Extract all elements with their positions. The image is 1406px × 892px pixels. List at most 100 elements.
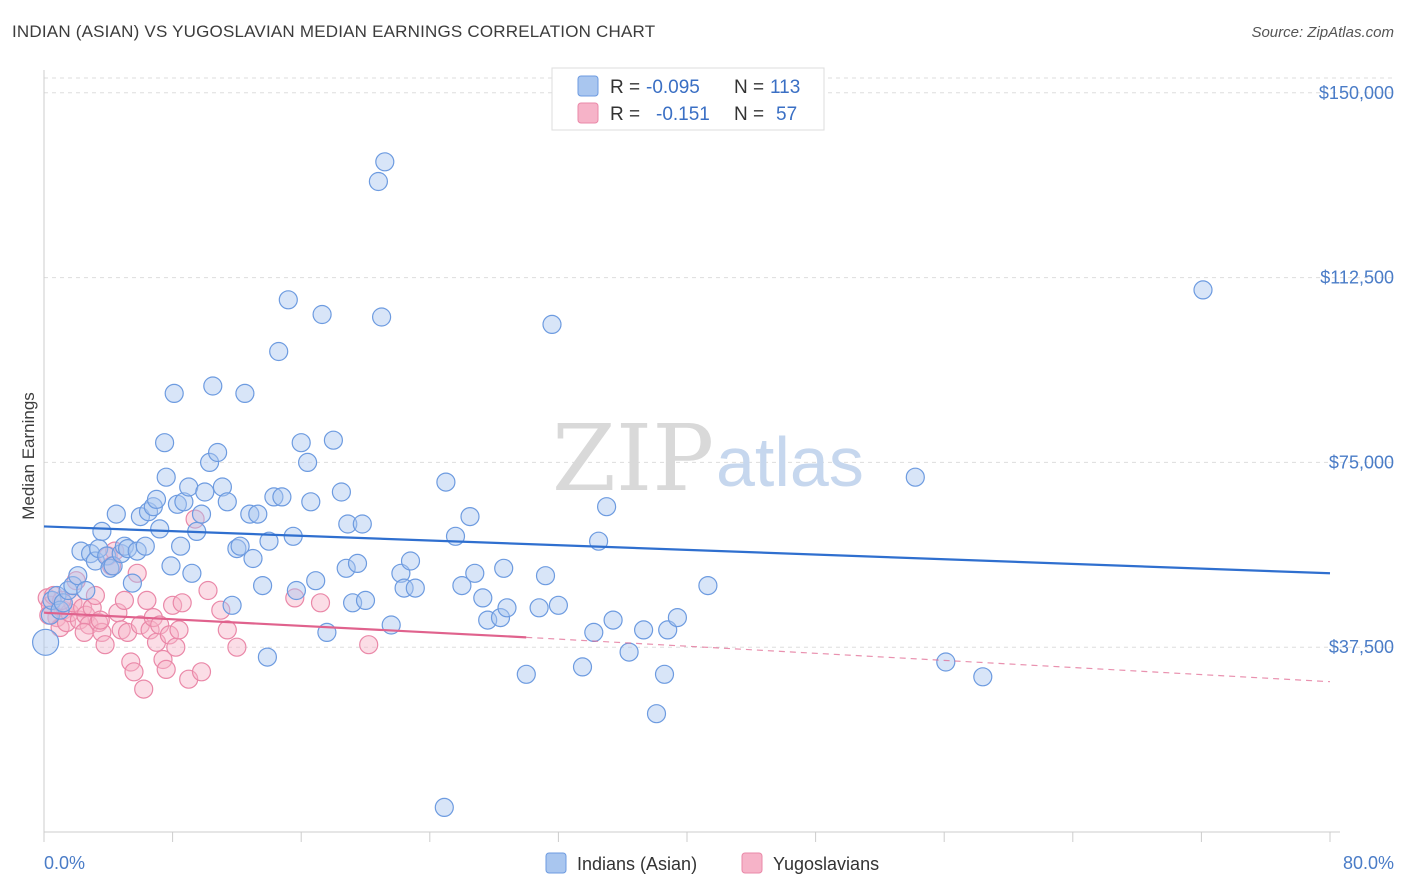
indians-asian-point [584,622,604,643]
indians-asian-point [230,536,250,556]
indians-asian-point [596,497,617,517]
indians-asian-point [212,477,232,497]
indians-asian-point [529,598,549,618]
bottom-legend-swatch-pink [741,852,763,874]
yugoslavians-point [114,590,135,611]
indians-asian-point [200,452,220,472]
yugoslavians-point [285,588,305,608]
indians-asian-point [53,593,73,613]
yugoslavians-point [85,585,106,606]
indians-asian-point [248,504,268,524]
indians-asian-point [619,642,639,662]
indians-asian-point [352,514,372,534]
indians-asian-point [47,585,67,606]
indians-asian-point [156,467,176,487]
indians-asian-point [698,575,718,596]
indians-asian-point [106,504,126,524]
indians-asian-point [654,664,675,684]
yugoslavians-point [95,635,115,655]
indians-asian-point [171,536,191,556]
indians-asian-point [31,628,60,656]
indians-asian-point [400,551,421,571]
indians-asian-point [312,304,332,325]
indians-asian-point [135,536,155,556]
legend-n-value-1: 113 [770,77,800,98]
x-tick-marks [43,832,1331,842]
legend-n-label-2: N = [734,104,764,125]
indians-asian-point [465,563,485,583]
indians-asian-point [460,506,480,527]
indians-asian-point [405,578,425,598]
indians-asian-point [497,598,517,618]
indians-asian-point [298,452,318,472]
indians-asian-point [272,487,292,507]
indians-asian-point [1193,280,1213,300]
indians-asian-point [436,472,456,492]
legend-r-value-2: -0.151 [656,104,710,125]
indians-asian-point [76,580,96,601]
indians-asian-point [174,492,194,512]
y-tick-label: $112,500 [1320,268,1394,288]
yugoslavians-point [169,620,189,640]
yugoslavians-point [74,622,94,643]
legend-swatch-pink [577,102,599,124]
bottom-legend-label-yugoslavians: Yugoslavians [773,854,879,874]
legend-n-value-2: 57 [776,104,797,125]
indians-asian-point [146,489,167,509]
indians-asian-point [548,595,569,615]
y-tick-labels: $37,500 $75,000 $112,500 $150,000 [1319,83,1394,657]
indians-asian-point [291,433,311,453]
indians-asian-point [243,548,263,569]
yugoslavians-point [310,593,331,613]
indians-asian-point [372,307,392,327]
x-tick-label-min: 0.0% [44,853,85,873]
yugoslavians-point [217,620,237,640]
indians-asian-point [182,563,202,583]
yugoslavians-point [359,635,379,655]
indians-asian-point [572,657,593,677]
yugoslavians-point [185,509,205,529]
yugoslavians-point [191,662,212,682]
indians-asian-point [603,610,623,630]
watermark-zip: ZIP [552,405,714,512]
yugoslavians-point [140,620,160,640]
indians-asian-point [338,514,358,534]
yugoslavians-point [211,600,231,620]
indians-asian-point [516,664,536,684]
indians-asian-point [355,590,376,611]
indians-asian-point [191,504,212,524]
trend-lines [43,525,1331,683]
yugoslavians-point [159,625,179,645]
legend-r-label-2: R = [610,104,640,125]
indians-asian-point [494,558,514,578]
yugoslavians-point [156,659,176,680]
indians-asian-point [347,553,368,574]
y-tick-label: $37,500 [1329,637,1394,657]
indians-asian-point [92,521,112,542]
indians-asian-point [122,573,142,593]
indians-asian-point [375,152,395,172]
indians-asian-point [195,482,215,502]
indians-asian-point [40,605,61,625]
chart-source: Source: ZipAtlas.com [1251,24,1394,41]
watermark: ZIP atlas [552,405,864,512]
bottom-legend-label-indians: Indians (Asian) [577,854,697,874]
indians-asian-point [259,531,279,551]
indians-asian-point [208,442,228,463]
indians-asian-point [452,575,472,596]
indians-asian-point [336,558,356,578]
indians-asian-point [203,376,223,396]
x-tick-label-max: 80.0% [1343,853,1394,873]
indians-asian-point [633,620,654,640]
y-axis-label: Median Earnings [19,392,38,520]
indians-asian-point [286,580,306,601]
yugoslavians-point [166,637,186,657]
indians-asian-point [164,383,184,403]
indians-asian-point [434,797,454,818]
yugoslavians-point [172,593,192,613]
indians-asian-point [253,575,273,596]
watermark-atlas: atlas [716,423,864,501]
indians-asian-point [161,556,181,576]
indians-asian-point [301,492,321,512]
y-tick-label: $150,000 [1319,83,1394,103]
